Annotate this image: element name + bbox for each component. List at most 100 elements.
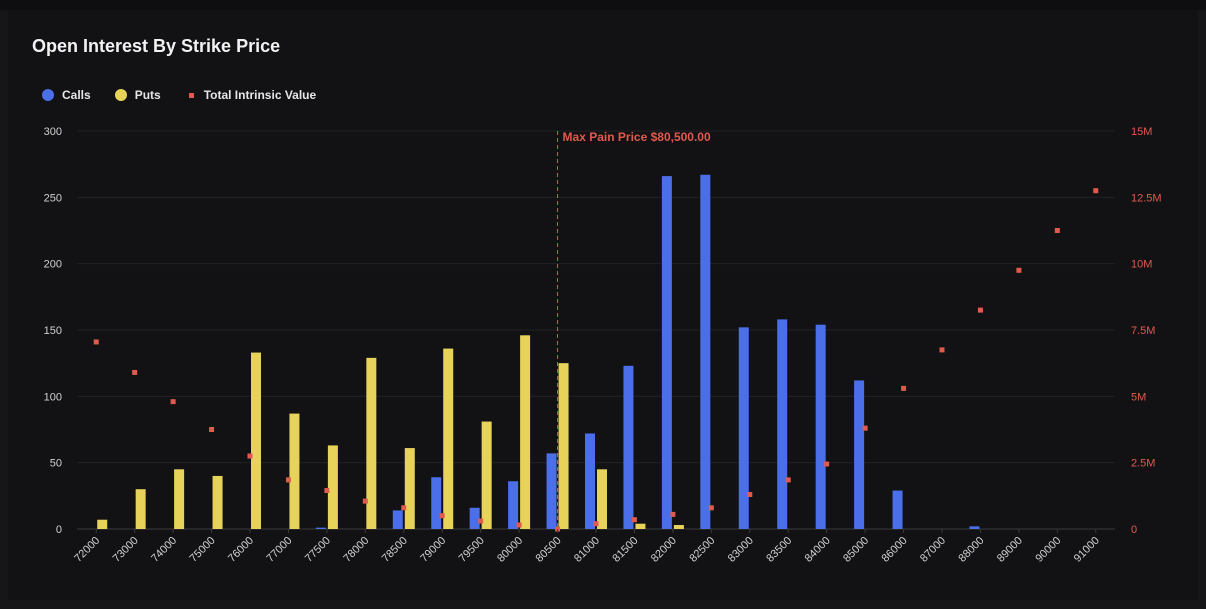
calls-bar bbox=[777, 319, 788, 529]
intrinsic-value-point bbox=[977, 307, 983, 313]
intrinsic-value-point bbox=[939, 347, 945, 353]
calls-bar bbox=[585, 433, 595, 529]
x-tick-label: 86000 bbox=[880, 535, 910, 565]
y-left-tick-label: 250 bbox=[44, 192, 62, 204]
puts-bar bbox=[520, 335, 531, 529]
intrinsic-value-point bbox=[593, 521, 599, 527]
intrinsic-value-point bbox=[93, 339, 99, 345]
calls-bar bbox=[892, 490, 903, 529]
intrinsic-value-point bbox=[132, 369, 138, 375]
calls-dot-icon bbox=[42, 89, 54, 101]
puts-bar bbox=[135, 489, 146, 529]
y-right-tick-label: 12.5M bbox=[1131, 192, 1162, 204]
x-tick-label: 81500 bbox=[610, 535, 640, 565]
x-tick-label: 80500 bbox=[534, 535, 564, 565]
x-tick-label: 89000 bbox=[995, 535, 1025, 565]
chart-title: Open Interest By Strike Price bbox=[32, 36, 281, 56]
x-tick-label: 87000 bbox=[918, 535, 948, 565]
x-tick-label: 91000 bbox=[1072, 535, 1102, 565]
y-left-tick-label: 200 bbox=[44, 259, 62, 271]
calls-bar bbox=[508, 481, 519, 529]
x-tick-label: 72000 bbox=[72, 535, 102, 565]
calls-bar bbox=[815, 324, 826, 529]
intrinsic-value-point bbox=[631, 517, 637, 523]
intrinsic-value-point bbox=[401, 505, 407, 511]
y-left-tick-label: 300 bbox=[44, 126, 62, 138]
intrinsic-value-point bbox=[824, 461, 830, 467]
x-tick-label: 85000 bbox=[841, 535, 871, 565]
x-tick-label: 73000 bbox=[111, 535, 141, 565]
y-right-tick-label: 7.5M bbox=[1131, 325, 1155, 337]
puts-bar bbox=[289, 413, 300, 529]
legend-item-calls[interactable]: Calls bbox=[42, 88, 91, 102]
calls-bar bbox=[738, 327, 749, 529]
legend-item-total-intrinsic-value[interactable]: Total Intrinsic Value bbox=[185, 88, 316, 102]
x-tick-label: 78500 bbox=[380, 535, 410, 565]
puts-bar bbox=[404, 448, 415, 529]
x-tick-label: 78000 bbox=[341, 535, 371, 565]
x-tick-label: 90000 bbox=[1033, 535, 1063, 565]
x-tick-label: 79500 bbox=[457, 535, 487, 565]
intrinsic-value-point bbox=[901, 385, 907, 391]
puts-bar bbox=[212, 475, 223, 529]
x-tick-label: 77000 bbox=[264, 535, 294, 565]
puts-bar bbox=[558, 363, 569, 529]
calls-bar bbox=[623, 365, 634, 529]
legend-label-puts: Puts bbox=[134, 88, 161, 102]
puts-bar bbox=[251, 352, 261, 529]
y-left-tick-label: 150 bbox=[44, 325, 62, 337]
x-tick-label: 83000 bbox=[726, 535, 756, 565]
intrinsic-value-point bbox=[670, 511, 676, 517]
legend-label-calls: Calls bbox=[62, 88, 91, 102]
puts-bar bbox=[366, 357, 377, 529]
intrinsic-value-point bbox=[516, 522, 522, 528]
y-right-tick-label: 5M bbox=[1131, 391, 1146, 403]
intrinsic-value-point bbox=[708, 505, 714, 511]
top-bar bbox=[0, 0, 1206, 10]
calls-bar bbox=[969, 526, 980, 529]
x-tick-label: 80000 bbox=[495, 535, 525, 565]
y-left-tick-label: 100 bbox=[44, 391, 62, 403]
legend-item-puts[interactable]: Puts bbox=[114, 88, 161, 102]
y-left-tick-label: 50 bbox=[50, 458, 62, 470]
x-tick-label: 82500 bbox=[687, 535, 717, 565]
intrinsic-value-point bbox=[170, 399, 176, 405]
intrinsic-value-point bbox=[285, 477, 291, 483]
x-tick-label: 79000 bbox=[418, 535, 448, 565]
x-tick-label: 84000 bbox=[803, 535, 833, 565]
x-tick-label: 82000 bbox=[649, 535, 679, 565]
intrinsic-value-point bbox=[747, 492, 753, 498]
puts-bar bbox=[481, 421, 492, 529]
puts-dot-icon bbox=[114, 89, 127, 101]
x-tick-label: 83500 bbox=[764, 535, 794, 565]
legend-label-total-intrinsic-value: Total Intrinsic Value bbox=[203, 88, 317, 102]
intrinsic-square-icon bbox=[188, 92, 194, 98]
intrinsic-value-point bbox=[478, 518, 484, 524]
calls-bar bbox=[854, 380, 865, 529]
puts-bar bbox=[597, 469, 607, 529]
puts-bar bbox=[673, 525, 684, 529]
intrinsic-value-point bbox=[785, 477, 791, 483]
intrinsic-value-point bbox=[1016, 267, 1022, 273]
x-tick-label: 81000 bbox=[572, 535, 602, 565]
intrinsic-value-point bbox=[324, 488, 330, 494]
intrinsic-value-point bbox=[1054, 228, 1060, 233]
x-tick-label: 75000 bbox=[188, 535, 218, 565]
calls-bar bbox=[469, 507, 480, 529]
y-right-tick-label: 15M bbox=[1131, 126, 1152, 138]
x-tick-label: 74000 bbox=[149, 535, 179, 565]
y-right-tick-label: 2.5M bbox=[1131, 458, 1155, 470]
intrinsic-value-point bbox=[209, 427, 215, 432]
puts-bar bbox=[97, 519, 108, 529]
puts-bar bbox=[443, 348, 454, 529]
intrinsic-value-point bbox=[439, 513, 445, 519]
calls-bar bbox=[315, 527, 326, 529]
max-pain-label: Max Pain Price $80,500.00 bbox=[563, 130, 711, 144]
calls-bar bbox=[392, 510, 403, 529]
intrinsic-value-point bbox=[1093, 188, 1099, 194]
x-tick-label: 76000 bbox=[226, 535, 256, 565]
y-left-tick-label: 0 bbox=[56, 524, 62, 536]
y-right-tick-label: 10M bbox=[1131, 259, 1152, 271]
calls-bar bbox=[546, 453, 557, 529]
